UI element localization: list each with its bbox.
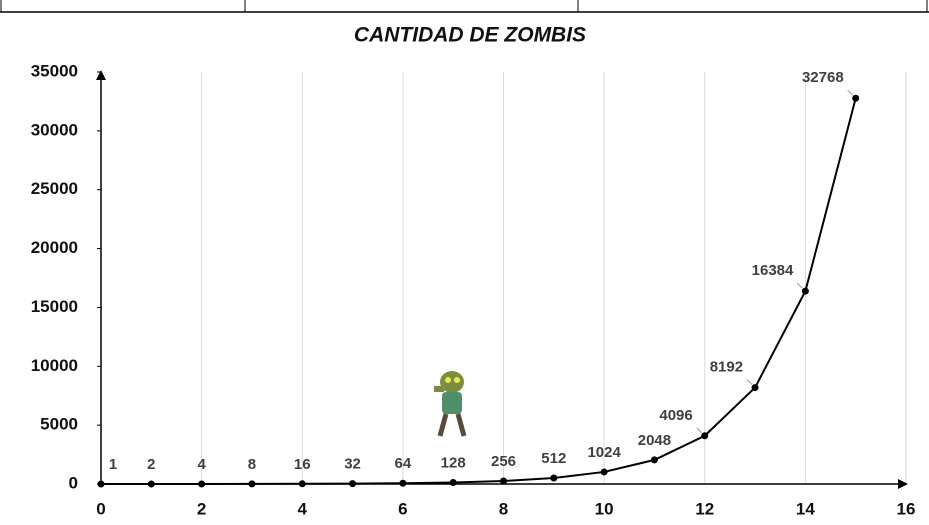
data-point [601,468,608,475]
data-point [852,95,859,102]
data-label: 32 [344,456,361,473]
chart: CANTIDAD DE ZOMBIS 024681012141605000100… [0,0,929,525]
data-label: 1 [109,456,117,473]
data-label: 4096 [659,407,692,424]
x-tick-label: 8 [499,499,508,518]
data-label: 32768 [802,69,844,86]
data-point [802,288,809,295]
y-tick-label: 15000 [31,297,78,316]
y-tick-label: 20000 [31,238,78,257]
data-point [148,480,155,487]
data-point [450,479,457,486]
data-label: 16 [294,456,311,473]
data-label: 4 [197,456,206,473]
y-tick-label: 25000 [31,179,78,198]
x-tick-label: 4 [298,499,308,518]
y-tick-label: 35000 [31,61,78,80]
data-label: 1024 [587,444,621,461]
x-tick-label: 10 [595,499,614,518]
data-point [299,480,306,487]
y-tick-label: 10000 [31,356,78,375]
y-tick-label: 30000 [31,120,78,139]
x-tick-label: 14 [796,499,815,518]
x-tick-label: 0 [96,499,105,518]
data-point [500,477,507,484]
data-point [248,480,255,487]
y-tick-label: 0 [69,473,78,492]
data-point [651,456,658,463]
data-label: 2 [147,456,155,473]
data-point [701,432,708,439]
data-label: 256 [491,453,516,470]
data-label: 16384 [752,262,794,279]
x-tick-label: 16 [897,499,916,518]
data-point [349,480,356,487]
page: CANTIDAD DE ZOMBIS 024681012141605000100… [0,0,929,525]
chart-title: CANTIDAD DE ZOMBIS [354,24,586,47]
y-tick-label: 5000 [40,415,78,434]
data-label: 8 [248,456,256,473]
x-tick-label: 12 [695,499,714,518]
data-point [98,480,105,487]
data-point [550,474,557,481]
x-tick-label: 2 [197,499,206,518]
data-label: 512 [541,450,566,467]
data-label: 2048 [638,432,671,449]
data-label: 64 [395,455,412,472]
data-point [198,480,205,487]
data-point [752,384,759,391]
x-tick-label: 6 [398,499,407,518]
data-label: 8192 [710,359,743,376]
data-label: 128 [441,454,466,471]
data-point [399,480,406,487]
